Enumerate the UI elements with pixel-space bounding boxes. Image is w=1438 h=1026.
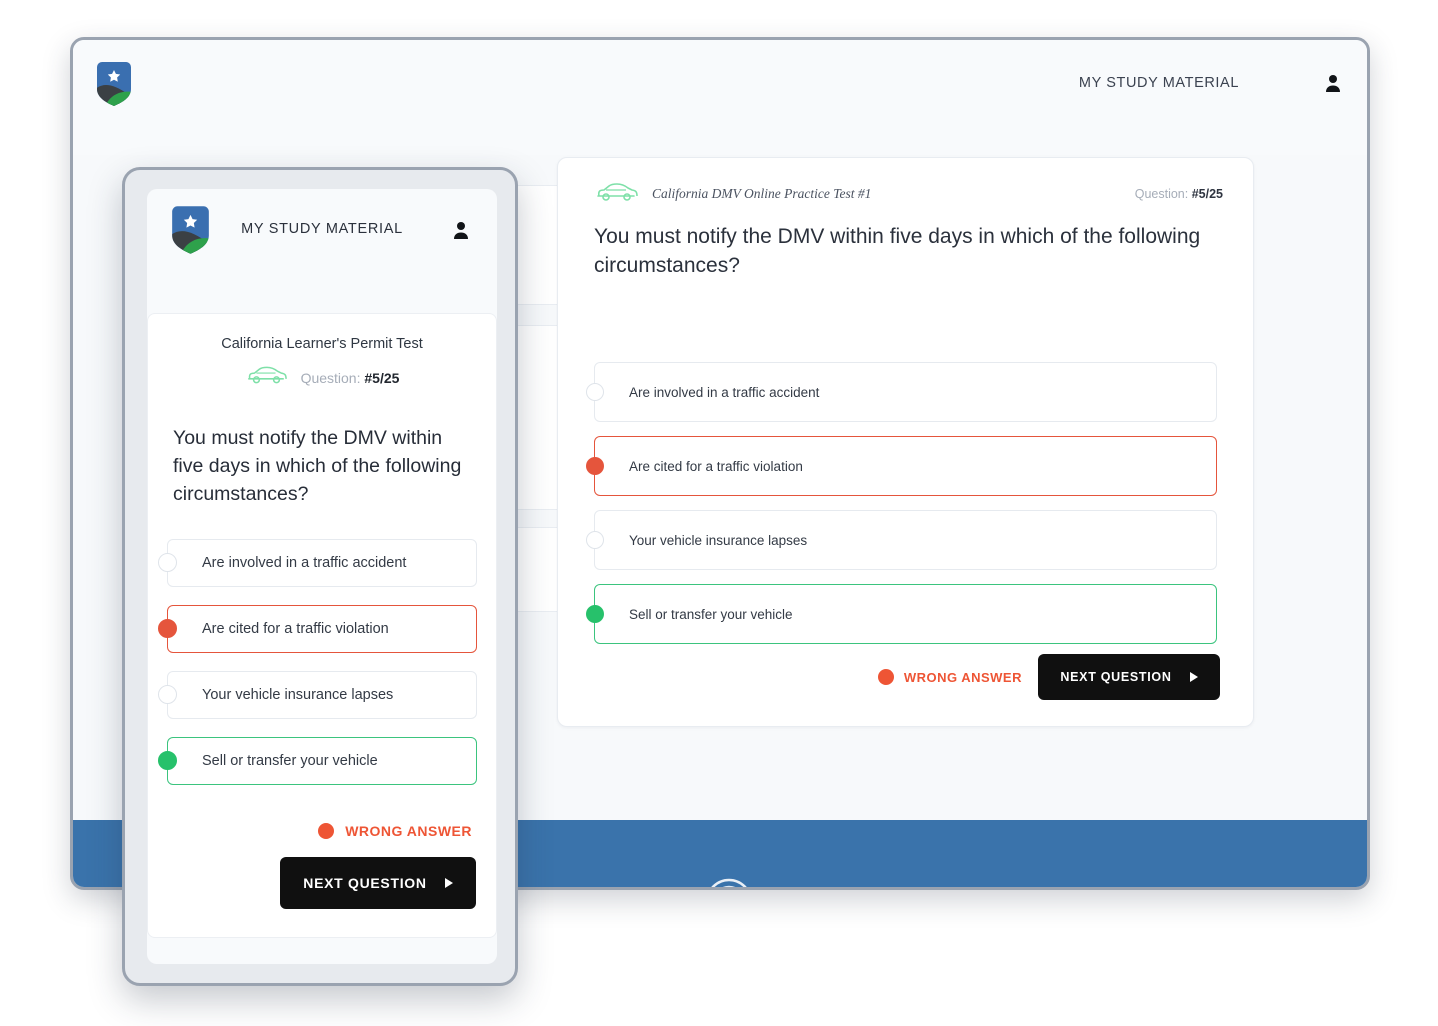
mobile-status-badge: WRONG ANSWER [148,823,496,839]
shield-star-logo-svg [97,62,131,106]
header-study-material-link[interactable]: MY STUDY MATERIAL [1078,75,1239,91]
answer-option-correct[interactable]: Sell or transfer your vehicle [586,584,1217,644]
test-title: California DMV Online Practice Test #1 [652,186,872,201]
person-icon-svg [454,222,468,239]
wrong-answer-dot-icon [877,669,894,685]
footer-arc-mark-icon [711,878,747,887]
mobile-header: MY STUDY MATERIAL [147,189,497,285]
status-badge: WRONG ANSWER [877,669,1022,685]
mobile-answer-options-list: Are involved in a traffic accident Are c… [158,538,477,785]
radio-filled-icon[interactable] [158,751,177,771]
next-question-button-label: NEXT QUESTION [303,875,427,891]
shield-star-logo-svg [172,206,209,254]
answer-option-label: Are cited for a traffic violation [202,620,389,637]
radio-empty-icon[interactable] [158,553,177,573]
status-badge-label: WRONG ANSWER [903,669,1022,685]
radio-empty-icon[interactable] [158,685,177,705]
app-header: MY STUDY MATERIAL [73,40,1367,155]
answer-option[interactable]: Are involved in a traffic accident [586,362,1217,422]
answer-option-label: Sell or transfer your vehicle [202,752,378,769]
question-counter-label: Question: [300,369,361,386]
mobile-card-footer: WRONG ANSWER NEXT QUESTION [148,823,496,909]
mobile-question-card: California Learner's Permit Test Questio… [147,313,497,938]
answer-option-label: Your vehicle insurance lapses [202,686,394,703]
next-question-button-label: NEXT QUESTION [1060,670,1172,684]
answer-option-label: Are cited for a traffic violation [629,458,803,474]
radio-empty-icon[interactable] [586,531,604,549]
mobile-status-badge-label: WRONG ANSWER [345,823,472,839]
answer-option[interactable]: Are involved in a traffic accident [158,538,477,587]
person-icon[interactable] [453,221,469,239]
question-counter-value: #5/25 [1191,187,1223,201]
play-triangle-icon [444,878,453,888]
car-icon [594,181,638,208]
answer-option-selected-wrong[interactable]: Are cited for a traffic violation [158,604,477,653]
answer-option-label: Sell or transfer your vehicle [629,606,793,622]
question-card-meta: California DMV Online Practice Test #1 Q… [594,182,1223,206]
radio-empty-icon[interactable] [586,383,604,401]
question-counter-label: Question: [1134,187,1189,201]
answer-option-correct[interactable]: Sell or transfer your vehicle [158,736,477,785]
person-icon[interactable] [1325,74,1341,92]
radio-filled-icon[interactable] [586,457,604,475]
answer-options-list: Are involved in a traffic accident Are c… [586,362,1217,658]
radio-filled-icon[interactable] [158,619,177,639]
car-icon [245,364,287,391]
answer-option[interactable]: Your vehicle insurance lapses [586,510,1217,570]
answer-option[interactable]: Your vehicle insurance lapses [158,670,477,719]
mobile-question-prompt: You must notify the DMV within five days… [173,427,462,505]
question-card-footer: WRONG ANSWER NEXT QUESTION [877,654,1220,700]
answer-option-label: Are involved in a traffic accident [202,554,407,571]
play-triangle-icon [1189,672,1198,682]
mobile-screen: MY STUDY MATERIAL California Learner's P… [147,189,497,964]
question-counter: Question: #5/25 [1135,187,1223,201]
radio-filled-icon[interactable] [586,605,604,623]
next-question-button[interactable]: NEXT QUESTION [280,857,476,909]
shield-star-logo-icon[interactable] [95,61,133,107]
answer-option-selected-wrong[interactable]: Are cited for a traffic violation [586,436,1217,496]
question-prompt: You must notify the DMV within five days… [594,225,1201,278]
wrong-answer-dot-icon [318,823,335,839]
mobile-question-counter: Question: #5/25 [301,370,400,386]
mobile-test-title: California Learner's Permit Test [221,336,423,352]
next-question-button[interactable]: NEXT QUESTION [1038,654,1220,700]
shield-star-logo-icon[interactable] [170,205,211,255]
answer-option-label: Your vehicle insurance lapses [629,532,808,548]
header-actions: MY STUDY MATERIAL [1079,74,1341,92]
question-counter-value: #5/25 [364,369,400,386]
person-icon-svg [1326,75,1340,92]
question-card: California DMV Online Practice Test #1 Q… [557,157,1254,727]
answer-option-label: Are involved in a traffic accident [629,384,820,400]
mobile-question-meta: Question: #5/25 [148,364,496,391]
car-icon-svg [597,182,638,201]
mobile-next-button-wrap: NEXT QUESTION [148,857,496,909]
car-icon-svg [247,366,287,384]
mobile-header-title: MY STUDY MATERIAL [241,221,403,237]
mobile-device-frame: MY STUDY MATERIAL California Learner's P… [122,167,518,986]
